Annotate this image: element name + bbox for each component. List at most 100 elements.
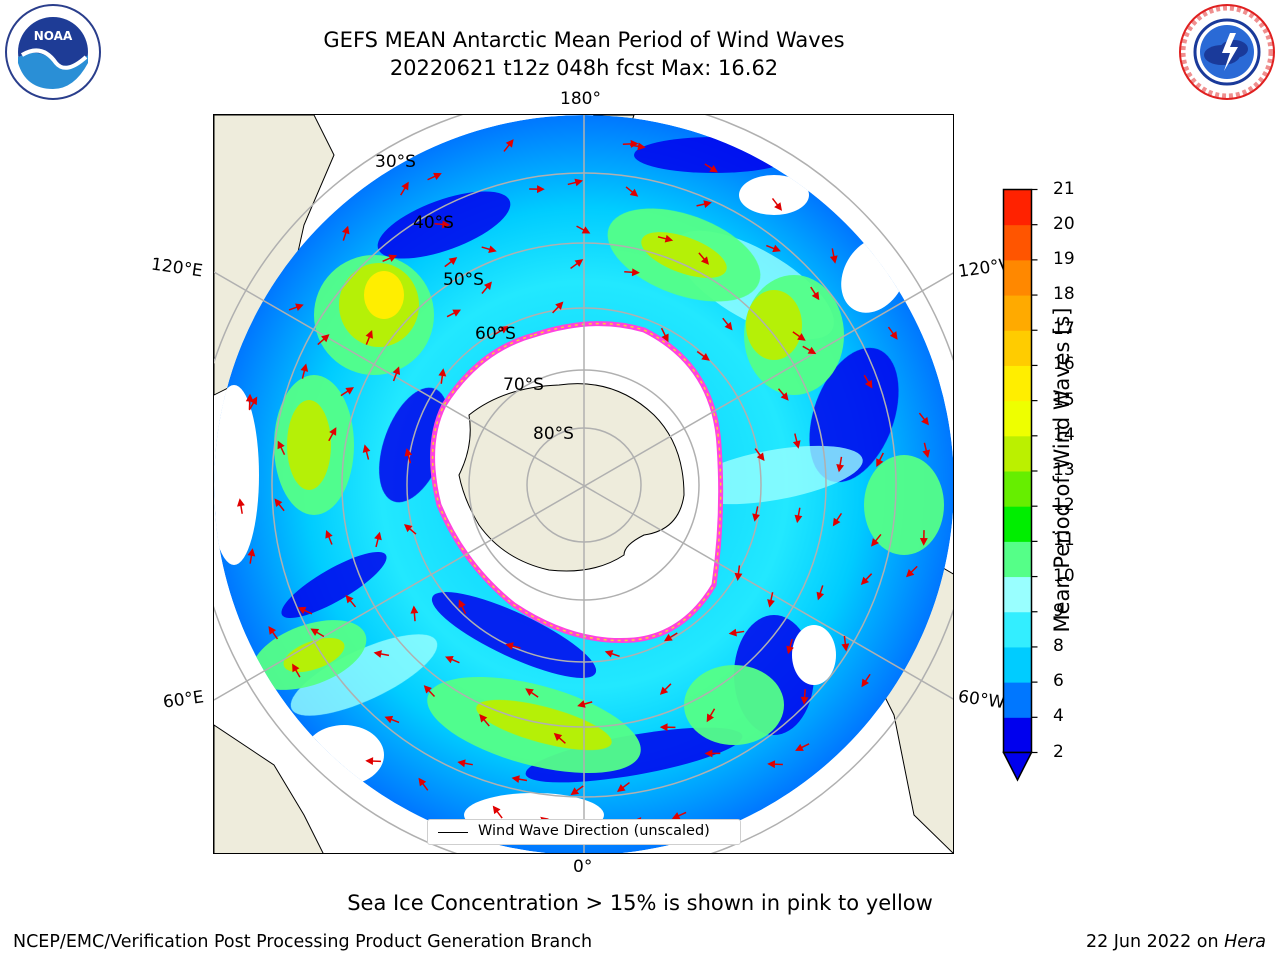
graticule — [214, 115, 953, 853]
wind-arrow-head — [800, 696, 809, 705]
wind-arrow-head — [438, 368, 447, 377]
wind-arrow-head — [792, 440, 801, 449]
wind-arrow-head — [724, 321, 733, 331]
wind-arrow-head — [410, 605, 419, 614]
wind-arrow-head — [604, 650, 614, 658]
colorbar-segment — [1003, 611, 1032, 648]
wind-arrow-head — [483, 281, 492, 290]
wind-arrow-head — [511, 775, 520, 784]
wind-arrow-head — [661, 333, 669, 343]
wind-arrow-head — [555, 301, 564, 310]
lon-label-120e: 120°E — [149, 254, 204, 282]
lat-label-70s: 70°S — [503, 375, 544, 395]
colorbar-segment — [1003, 400, 1032, 437]
wind-arrow-head — [458, 599, 466, 609]
wind-arrow-head — [921, 416, 929, 426]
wind-arrow-head — [860, 576, 870, 586]
colorbar-tick-label: 16 — [1053, 354, 1075, 375]
lat-label-40s: 40°S — [413, 213, 454, 233]
wind-arrow-head — [617, 784, 626, 792]
wind-arrow-head — [341, 225, 350, 235]
wind-arrow-head — [671, 812, 681, 820]
lon-label-0: 0° — [573, 857, 593, 877]
wind-arrow-head — [245, 393, 254, 402]
chart-title: GEFS MEAN Antarctic Mean Period of Wind … — [323, 28, 845, 52]
colorbar-tick-label: 10 — [1053, 565, 1075, 586]
map-legend: Wind Wave Direction (unscaled) — [427, 819, 741, 845]
colorbar-segment — [1003, 189, 1032, 226]
wind-arrow-head — [871, 538, 879, 547]
wind-arrow-head — [795, 743, 804, 751]
wind-arrow-head — [505, 642, 514, 650]
wind-arrow-head — [811, 291, 820, 301]
wind-arrow-head — [448, 257, 458, 265]
wind-arrow-head — [861, 678, 870, 688]
wind-arrow-head — [403, 524, 413, 533]
wind-arrow-head — [574, 259, 584, 267]
colorbar-segment — [1003, 646, 1032, 683]
colorbar-segment — [1003, 330, 1032, 366]
wind-arrow-head — [404, 448, 413, 457]
wind-arrow-head — [442, 220, 451, 229]
colorbar-tick-label: 11 — [1053, 530, 1075, 551]
legend-line-swatch — [438, 832, 468, 833]
wind-arrow-head — [505, 139, 514, 148]
wind-arrow-head — [345, 594, 354, 604]
wind-arrow-head — [384, 715, 394, 724]
wind-arrow-head — [445, 655, 454, 664]
wind-arrow-head — [423, 685, 432, 694]
wind-arrow-head — [864, 379, 873, 389]
wind-arrow-head — [321, 334, 330, 343]
legend-label: Wind Wave Direction (unscaled) — [478, 823, 710, 839]
wind-arrow-head — [479, 713, 488, 723]
colorbar-tick-label: 13 — [1053, 460, 1075, 480]
wind-arrow-head — [388, 254, 398, 262]
wind-arrow-head — [237, 498, 245, 507]
colorbar-tick-label: 2 — [1053, 741, 1064, 762]
run-date-text: 22 Jun 2022 on — [1085, 932, 1225, 952]
wind-arrow-head — [889, 331, 898, 340]
wind-arrow-head — [659, 723, 668, 732]
colorbar-tick-label: 4 — [1053, 706, 1064, 727]
wind-arrow-head — [401, 181, 409, 191]
wind-arrow-head — [329, 427, 337, 436]
wind-arrow-head — [457, 759, 466, 768]
nws-logo — [1179, 4, 1275, 100]
wind-arrow-head — [630, 139, 639, 148]
lat-label-60s: 60°S — [475, 324, 516, 344]
wind-arrow-head — [365, 330, 373, 339]
colorbar-segment — [1003, 365, 1032, 402]
wind-arrow-head — [300, 363, 309, 372]
noaa-logo: NOAA — [5, 4, 101, 100]
wind-arrow-head — [701, 352, 710, 361]
colorbar-tick-label: 9 — [1053, 600, 1064, 621]
wind-arrow-head — [728, 628, 737, 637]
wind-arrow-head — [922, 449, 931, 458]
colorbar-segment — [1003, 435, 1032, 472]
wind-arrow-head — [703, 200, 712, 208]
wind-arrow-head — [277, 440, 285, 450]
wind-arrow-head — [373, 650, 382, 658]
wind-arrow-head — [249, 396, 258, 406]
colorbar-ticks — [1031, 188, 1038, 754]
wind-arrow-head — [756, 452, 765, 462]
wind-arrow-head — [774, 202, 783, 211]
wind-arrow-head — [537, 185, 545, 194]
wind-arrow-head — [816, 591, 825, 601]
colorbar-segment — [1003, 576, 1032, 613]
wind-arrow-head — [664, 234, 674, 243]
colorbar-tick-label: 18 — [1053, 284, 1075, 305]
sea-ice-note: Sea Ice Concentration > 15% is shown in … — [347, 891, 933, 915]
wind-arrow-head — [247, 548, 256, 557]
wind-arrow-head — [488, 245, 497, 254]
wind-arrow-head — [499, 326, 509, 334]
lat-label-30s: 30°S — [375, 152, 416, 172]
map-panel — [213, 114, 954, 854]
wind-arrow-head — [418, 777, 427, 787]
wind-arrow-head — [362, 444, 371, 453]
wind-arrow-head — [663, 633, 673, 642]
machine-name: Hera — [1224, 932, 1266, 952]
wind-arrow-head — [797, 333, 806, 341]
wind-arrow-head — [631, 268, 640, 277]
antarctica — [458, 383, 685, 572]
